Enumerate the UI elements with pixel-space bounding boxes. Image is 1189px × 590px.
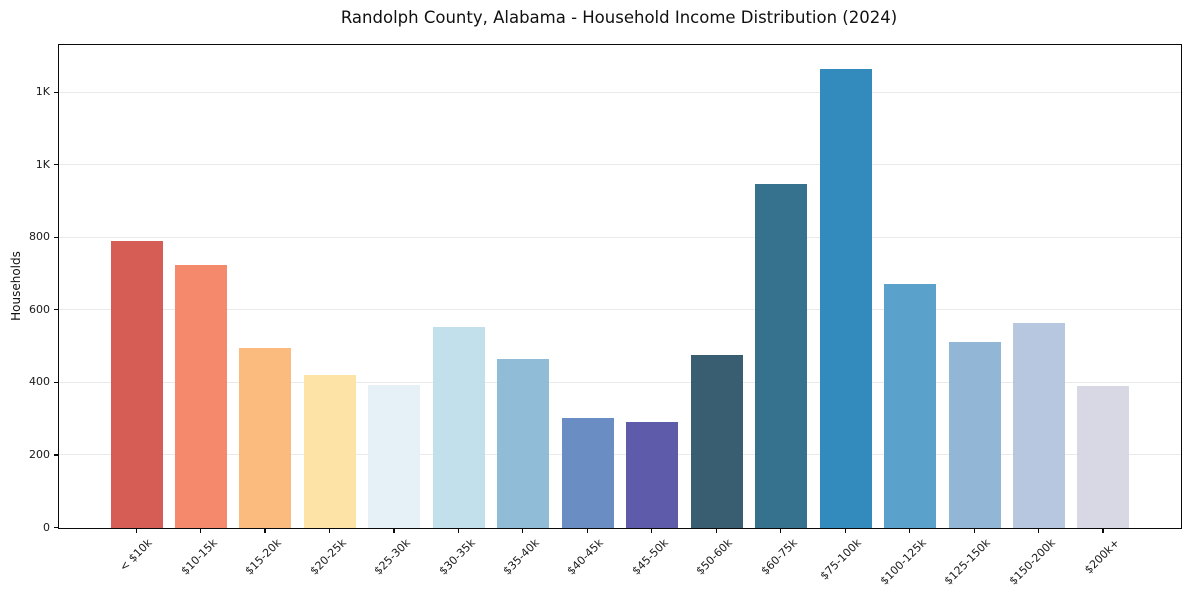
bar [110,241,163,528]
bar [1013,322,1066,528]
y-tick-mark [54,236,58,238]
x-tick-label: $45-50k [629,536,671,578]
bar [948,341,1001,528]
bar [690,354,743,528]
x-tick-mark [586,528,588,533]
y-tick-label: 400 [29,375,50,389]
x-tick-mark [1102,528,1104,533]
gridline [59,454,1181,456]
y-tick-label: 1K [35,85,50,99]
x-tick-mark [715,528,717,533]
y-tick-mark [54,381,58,384]
gridline [59,91,1181,93]
gridline [59,164,1181,166]
bar [626,421,679,528]
x-tick-label: $30-35k [436,536,478,578]
x-tick-mark [264,528,266,533]
y-tick-mark [54,91,58,93]
plot-area [58,44,1182,529]
bar [432,326,485,528]
chart-title: Randolph County, Alabama - Household Inc… [340,8,898,27]
x-tick-label: $50-60k [693,536,736,578]
x-tick-mark [651,528,653,533]
x-tick-label: $75-100k [817,536,865,583]
gridline [59,309,1181,311]
bar [819,69,872,528]
y-tick-label: 0 [43,520,50,534]
x-tick-label: $60-75k [758,536,800,578]
y-tick-label: 200 [29,447,50,461]
y-tick-label: 1K [35,157,50,171]
x-tick-label: $125-150k [941,536,994,588]
y-tick-mark [54,527,58,529]
bar [755,184,808,528]
x-tick-mark [844,528,846,533]
x-tick-mark [522,528,524,533]
bar [303,375,356,528]
x-tick-label: $200k+ [1081,536,1122,577]
x-tick-label: $40-45k [564,536,607,578]
bar [497,358,550,528]
x-tick-label: $20-25k [307,536,349,578]
x-tick-label: $150-200k [1006,536,1058,588]
bar [561,418,614,528]
y-tick-mark [54,164,58,166]
x-tick-label: < $10k [117,536,155,574]
x-tick-mark [135,528,137,533]
y-axis-label: Households [9,251,23,321]
bar [884,284,937,528]
gridline [59,236,1181,238]
x-tick-mark [909,528,911,533]
x-tick-mark [393,528,395,533]
x-tick-label: $15-20k [242,536,284,578]
x-tick-mark [328,528,331,533]
y-tick-label: 800 [29,230,50,244]
y-tick-mark [54,309,58,311]
x-tick-mark [457,528,460,533]
x-tick-label: $100-125k [877,536,929,588]
gridline [59,381,1181,383]
x-tick-label: $35-40k [500,536,542,578]
x-tick-mark [1038,528,1040,533]
bar [174,264,227,528]
y-tick-mark [54,454,58,456]
x-tick-label: $25-30k [371,536,413,578]
x-tick-mark [973,528,975,533]
x-tick-label: $10-15k [178,536,220,578]
bar [1077,385,1130,528]
y-tick-label: 600 [29,302,50,316]
bar [239,348,292,528]
x-tick-mark [199,528,202,533]
x-tick-mark [780,528,782,533]
bar [368,384,421,528]
